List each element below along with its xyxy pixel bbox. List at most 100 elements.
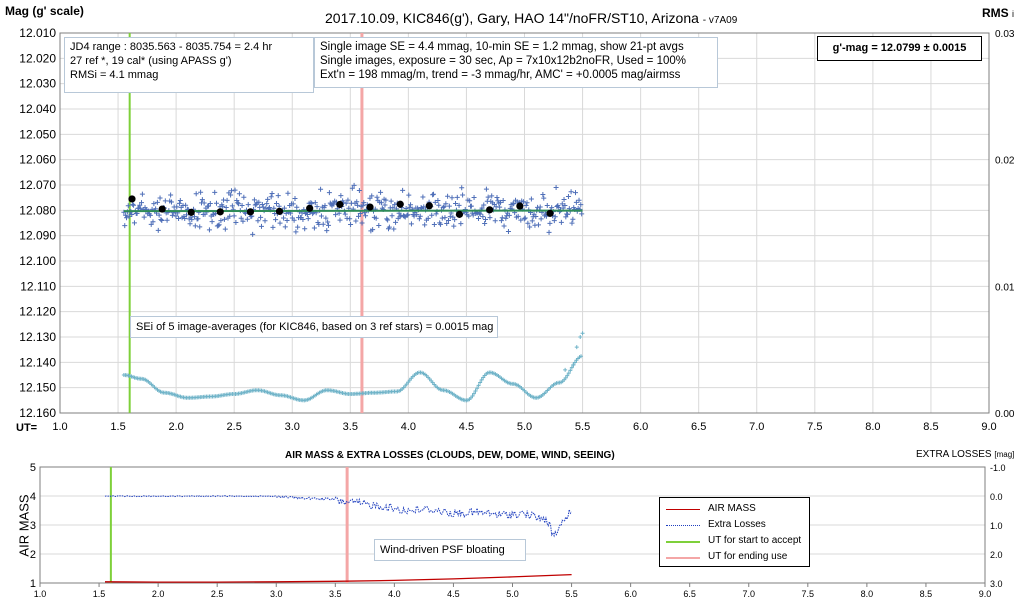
single-image-point bbox=[318, 186, 324, 192]
single-image-point bbox=[459, 185, 465, 191]
single-image-point bbox=[369, 193, 375, 199]
average-point bbox=[246, 208, 255, 216]
top-x-tick-label: 8.0 bbox=[865, 421, 880, 433]
single-image-point bbox=[416, 216, 422, 222]
single-image-point bbox=[467, 198, 473, 204]
single-image-point bbox=[349, 185, 355, 191]
single-image-point bbox=[442, 215, 448, 221]
top-y-tick-label: 12.030 bbox=[19, 77, 56, 91]
single-image-point bbox=[290, 201, 296, 207]
single-image-point bbox=[553, 185, 559, 191]
single-image-point bbox=[449, 195, 455, 201]
single-image-point bbox=[439, 215, 445, 221]
top-x-axis-label: UT= bbox=[16, 422, 38, 434]
bottom-x-tick-label: 9.0 bbox=[979, 589, 992, 599]
bottom-plot-frame bbox=[39, 466, 986, 584]
bottom-y2-tick-label: 1.0 bbox=[990, 521, 1003, 531]
single-image-point bbox=[228, 192, 234, 198]
single-image-point bbox=[245, 202, 251, 208]
single-image-point bbox=[540, 191, 546, 197]
single-image-point bbox=[268, 194, 274, 200]
single-image-point bbox=[408, 221, 414, 227]
single-image-point bbox=[470, 212, 476, 218]
single-image-point bbox=[533, 214, 539, 220]
rms-point bbox=[481, 375, 486, 380]
average-point bbox=[455, 210, 464, 218]
single-image-point bbox=[233, 219, 239, 225]
top-y-tick-label: 12.140 bbox=[19, 355, 56, 369]
average-point bbox=[158, 205, 166, 213]
single-image-point bbox=[563, 214, 569, 220]
single-image-point bbox=[489, 193, 495, 199]
rms-point bbox=[565, 373, 570, 378]
single-image-point bbox=[433, 211, 439, 217]
bottom-y-tick-label: 5 bbox=[30, 462, 36, 474]
single-image-point bbox=[263, 205, 269, 211]
single-image-point bbox=[441, 204, 447, 210]
single-image-point bbox=[125, 203, 131, 209]
single-image-point bbox=[223, 204, 229, 210]
single-image-point bbox=[323, 215, 329, 221]
single-image-point bbox=[236, 201, 242, 207]
average-point bbox=[306, 204, 314, 212]
single-image-point bbox=[337, 217, 343, 223]
single-image-point bbox=[131, 202, 137, 208]
single-image-point bbox=[378, 200, 384, 206]
single-image-point bbox=[150, 219, 156, 225]
single-image-point bbox=[169, 212, 175, 218]
single-image-point bbox=[311, 225, 317, 231]
average-point bbox=[546, 209, 554, 217]
bottom-x-tick-label: 3.0 bbox=[270, 589, 283, 599]
rms-point bbox=[568, 368, 573, 373]
single-image-point bbox=[198, 189, 204, 195]
bottom-x-tick-label: 7.0 bbox=[742, 589, 755, 599]
top-y-tick-label: 12.080 bbox=[19, 203, 56, 217]
single-image-point bbox=[309, 201, 315, 207]
legend-item-air-mass: AIR MASS bbox=[666, 502, 806, 516]
top-x-tick-label: 1.5 bbox=[110, 421, 125, 433]
rms-point bbox=[580, 331, 585, 336]
single-image-point bbox=[418, 204, 424, 210]
rms-point bbox=[574, 345, 579, 350]
single-image-point bbox=[431, 222, 437, 228]
bottom-y2-tick-label: -1.0 bbox=[990, 463, 1006, 473]
single-image-point bbox=[578, 202, 584, 208]
bottom-x-tick-label: 1.0 bbox=[34, 589, 47, 599]
single-image-point bbox=[357, 211, 363, 217]
single-image-point bbox=[141, 214, 147, 220]
bottom-x-tick-label: 8.5 bbox=[920, 589, 933, 599]
average-point bbox=[187, 208, 195, 216]
single-image-point bbox=[497, 204, 503, 210]
info-box-range: JD4 range : 8035.563 - 8035.754 = 2.4 hr… bbox=[64, 37, 314, 93]
single-image-point bbox=[361, 200, 367, 206]
average-point bbox=[336, 200, 344, 209]
legend-label-end: UT for ending use bbox=[708, 551, 788, 562]
bottom-y2-tick-label: 2.0 bbox=[990, 550, 1003, 560]
top-y-tick-label: 12.150 bbox=[19, 381, 56, 395]
single-image-point bbox=[345, 197, 351, 203]
average-point bbox=[396, 200, 404, 208]
single-image-point bbox=[525, 220, 531, 226]
bottom-x-tick-label: 2.5 bbox=[211, 589, 224, 599]
single-image-point bbox=[390, 205, 396, 211]
single-image-point bbox=[232, 187, 238, 193]
single-image-point bbox=[480, 214, 486, 220]
single-image-point bbox=[251, 197, 257, 203]
top-x-tick-label: 6.0 bbox=[633, 421, 648, 433]
single-image-point bbox=[446, 203, 452, 209]
single-image-point bbox=[438, 221, 444, 227]
single-image-point bbox=[174, 204, 180, 210]
top-x-tick-label: 5.5 bbox=[575, 421, 590, 433]
single-image-point bbox=[137, 202, 143, 208]
bottom-x-tick-label: 3.5 bbox=[329, 589, 342, 599]
single-image-point bbox=[201, 200, 207, 206]
single-image-point bbox=[182, 216, 188, 222]
single-image-point bbox=[275, 193, 281, 199]
average-point bbox=[275, 207, 284, 215]
single-image-point bbox=[147, 212, 153, 218]
single-image-point bbox=[570, 216, 576, 222]
single-image-point bbox=[338, 193, 344, 199]
single-image-point bbox=[157, 195, 163, 201]
top-y2-tick-label: 0.03 bbox=[995, 29, 1015, 40]
single-image-point bbox=[568, 189, 574, 195]
